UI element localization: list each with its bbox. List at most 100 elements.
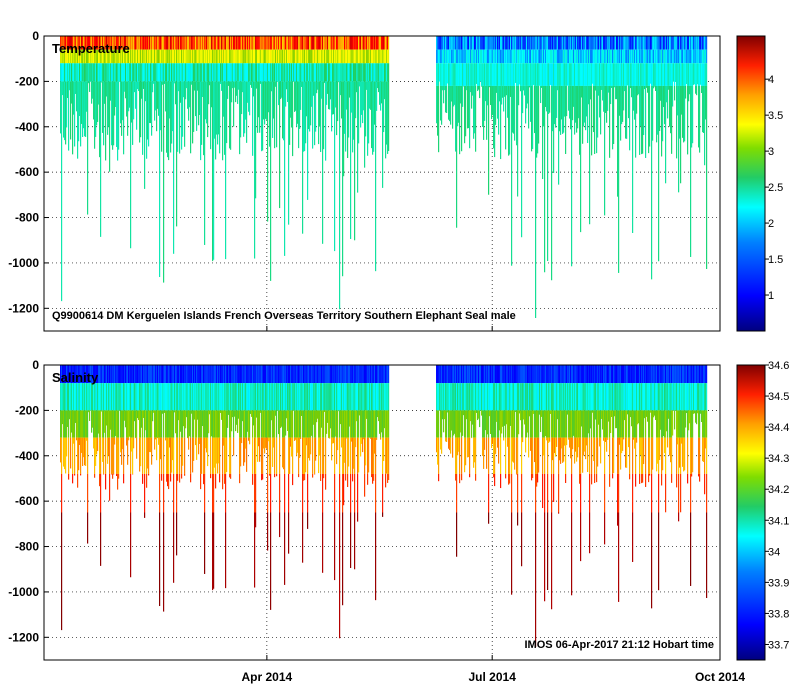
profile-segment xyxy=(192,437,194,473)
profile-segment xyxy=(337,49,339,64)
profile-segment xyxy=(469,85,471,149)
profile-column xyxy=(439,365,441,411)
profile-segment xyxy=(351,383,353,411)
profile-segment xyxy=(339,63,341,82)
profile-segment xyxy=(153,365,155,384)
profile-segment xyxy=(702,85,704,133)
profile-segment xyxy=(80,365,82,384)
profile-segment xyxy=(207,437,209,467)
profile-segment xyxy=(454,36,456,50)
profile-segment xyxy=(383,81,385,133)
profile-column xyxy=(569,36,571,119)
profile-segment xyxy=(457,410,459,438)
profile-segment xyxy=(351,49,353,64)
profile-column xyxy=(657,36,659,135)
profile-column xyxy=(446,365,448,442)
profile-column xyxy=(300,365,302,439)
profile-segment xyxy=(122,365,124,384)
profile-segment xyxy=(292,410,294,438)
profile-column xyxy=(363,365,365,440)
profile-segment xyxy=(604,63,606,86)
profile-segment xyxy=(261,81,263,152)
profile-segment xyxy=(591,49,593,64)
profile-column xyxy=(521,36,523,238)
profile-segment xyxy=(658,63,660,86)
profile-column xyxy=(493,365,495,478)
profile-column xyxy=(636,36,638,114)
profile-column xyxy=(68,365,70,480)
profile-column xyxy=(325,365,327,490)
profile-segment xyxy=(231,365,233,384)
profile-segment xyxy=(78,36,80,50)
profile-segment xyxy=(668,85,670,90)
profile-segment xyxy=(292,365,294,384)
profile-segment xyxy=(385,365,387,384)
profile-segment xyxy=(368,410,370,438)
profile-segment xyxy=(300,365,302,384)
profile-segment xyxy=(137,49,139,64)
profile-column xyxy=(98,365,100,434)
profile-segment xyxy=(128,49,130,64)
profile-segment xyxy=(299,81,301,129)
profile-segment xyxy=(104,36,106,50)
y-tick-label: -200 xyxy=(15,74,39,88)
profile-segment xyxy=(308,365,310,384)
profile-segment xyxy=(100,512,102,566)
profile-segment xyxy=(350,365,352,384)
profile-segment xyxy=(315,49,317,64)
profile-segment xyxy=(294,81,296,112)
profile-segment xyxy=(471,49,473,64)
profile-segment xyxy=(224,49,226,64)
profile-column xyxy=(281,365,283,427)
profile-segment xyxy=(624,85,626,92)
profile-segment xyxy=(139,63,141,82)
profile-column xyxy=(437,365,439,465)
profile-segment xyxy=(282,81,284,139)
profile-segment xyxy=(113,410,115,438)
profile-segment xyxy=(194,36,196,50)
profile-segment xyxy=(684,63,686,86)
profile-segment xyxy=(87,81,89,215)
profile-segment xyxy=(663,85,665,108)
profile-segment xyxy=(232,365,234,384)
profile-segment xyxy=(183,49,185,64)
profile-column xyxy=(213,36,215,260)
profile-segment xyxy=(369,49,371,64)
profile-segment xyxy=(107,437,109,464)
profile-column xyxy=(326,365,328,434)
profile-segment xyxy=(704,49,706,64)
profile-segment xyxy=(295,81,297,111)
profile-segment xyxy=(365,383,367,411)
profile-segment xyxy=(371,81,373,149)
profile-segment xyxy=(467,49,469,64)
profile-segment xyxy=(99,473,101,487)
profile-segment xyxy=(487,63,489,86)
profile-column xyxy=(201,36,203,145)
profile-segment xyxy=(64,81,66,141)
profile-column xyxy=(114,36,116,116)
profile-column xyxy=(115,365,117,436)
profile-segment xyxy=(544,36,546,50)
profile-segment xyxy=(259,383,261,411)
profile-segment xyxy=(630,36,632,50)
profile-segment xyxy=(184,36,186,50)
profile-segment xyxy=(118,63,120,82)
profile-segment xyxy=(208,49,210,64)
profile-column xyxy=(100,36,102,237)
profile-column xyxy=(505,36,507,150)
profile-segment xyxy=(559,49,561,64)
profile-column xyxy=(230,36,232,150)
profile-segment xyxy=(286,383,288,411)
profile-segment xyxy=(115,81,117,107)
profile-segment xyxy=(251,36,253,50)
profile-column xyxy=(466,365,468,420)
profile-segment xyxy=(676,49,678,64)
profile-column xyxy=(149,36,151,124)
profile-segment xyxy=(545,49,547,64)
profile-segment xyxy=(447,49,449,64)
profile-segment xyxy=(86,437,88,441)
profile-segment xyxy=(373,365,375,384)
profile-column xyxy=(156,36,158,132)
profile-segment xyxy=(305,410,307,438)
profile-segment xyxy=(564,63,566,86)
